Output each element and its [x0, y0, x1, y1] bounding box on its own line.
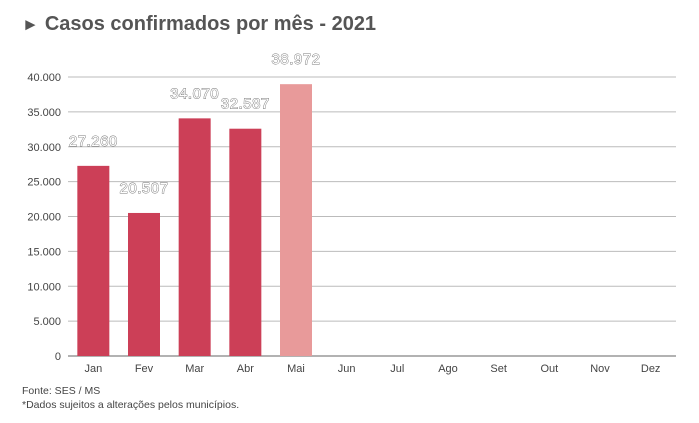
y-tick-label: 0 — [55, 351, 61, 363]
bar — [128, 212, 160, 356]
x-tick-label: Mai — [287, 363, 305, 375]
disclaimer-note: *Dados sujeitos a alterações pelos munic… — [22, 399, 240, 411]
chart-title: ► Casos confirmados por mês - 2021 — [22, 13, 376, 36]
bar — [77, 165, 110, 356]
play-arrow-icon: ► — [22, 15, 39, 34]
bar — [229, 128, 262, 356]
y-tick-label: 5.000 — [33, 316, 61, 328]
y-tick-label: 10.000 — [27, 281, 61, 293]
source-note: Fonte: SES / MS — [22, 385, 101, 397]
x-tick-label: Nov — [590, 363, 610, 375]
x-tick-label: Out — [540, 363, 558, 375]
data-label: 38.972 — [272, 51, 321, 68]
x-tick-label: Abr — [237, 363, 254, 375]
x-tick-label: Jul — [390, 363, 404, 375]
x-tick-label: Set — [490, 363, 507, 375]
chart-title-text: Casos confirmados por mês - 2021 — [44, 13, 377, 35]
y-tick-label: 40.000 — [27, 72, 61, 84]
x-tick-label: Dez — [641, 363, 661, 375]
x-tick-label: Mar — [185, 363, 204, 375]
y-tick-label: 20.000 — [27, 212, 61, 224]
bar — [280, 84, 312, 357]
data-label: 20.507 — [120, 180, 169, 197]
y-tick-label: 30.000 — [27, 142, 61, 154]
y-tick-label: 35.000 — [27, 107, 61, 119]
x-tick-label: Jun — [338, 363, 356, 375]
data-label: 34.070 — [170, 85, 219, 102]
bar — [178, 118, 211, 356]
x-tick-label: Ago — [438, 363, 458, 375]
y-tick-label: 15.000 — [27, 246, 61, 258]
y-tick-label: 25.000 — [27, 177, 61, 189]
data-label: 27.260 — [69, 133, 118, 150]
bar-chart: 0 5.000 10.000 15.000 20.000 25.000 30.000 35.0… — [27, 51, 676, 375]
data-label: 32.587 — [221, 96, 270, 113]
x-tick-label: Jan — [84, 363, 102, 375]
x-tick-label: Fev — [135, 363, 154, 375]
